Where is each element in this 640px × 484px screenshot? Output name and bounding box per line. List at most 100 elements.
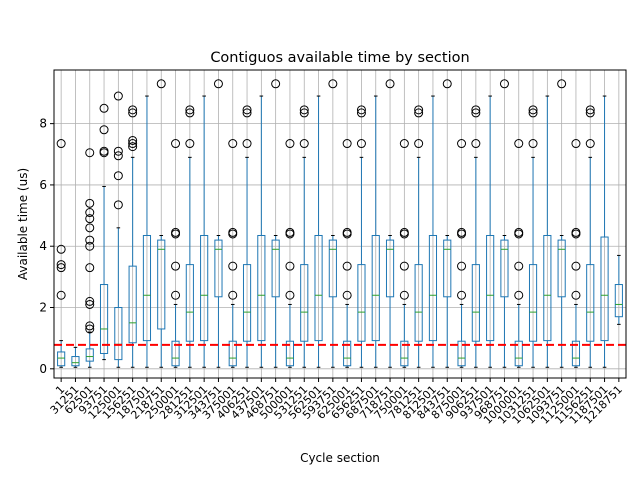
y-tick-label: 8 <box>39 117 47 131</box>
box-iqr <box>185 264 194 342</box>
outlier-point <box>356 105 366 115</box>
box-1093751 <box>557 79 567 368</box>
box-iqr <box>142 234 152 342</box>
outlier-point <box>571 139 581 149</box>
y-axis: 0 2 4 6 8 <box>39 117 54 376</box>
outlier-point <box>342 261 352 271</box>
outlier-point <box>228 139 238 149</box>
outlier-point <box>156 79 166 89</box>
outlier-point <box>457 227 467 237</box>
box-iqr <box>543 234 552 342</box>
outlier-point <box>85 208 95 218</box>
outlier-point <box>514 290 524 300</box>
box-718751 <box>385 79 395 368</box>
x-axis: 1312516250193751125001156251187501218751… <box>48 378 625 427</box>
box-437501 <box>257 95 266 368</box>
outlier-point <box>85 148 95 158</box>
outlier-point <box>399 290 409 300</box>
outlier-point <box>557 79 567 89</box>
outlier-point <box>85 214 95 224</box>
box-iqr <box>557 239 566 298</box>
outlier-point <box>342 290 352 300</box>
box-series <box>56 79 623 368</box>
box-62501 <box>85 148 95 368</box>
box-iqr <box>371 234 380 342</box>
outlier-point <box>228 290 238 300</box>
outlier-point <box>356 108 366 118</box>
box-iqr <box>57 351 66 367</box>
box-iqr <box>486 234 495 342</box>
box-1000001 <box>514 139 524 368</box>
outlier-point <box>528 105 538 115</box>
outlier-point <box>399 261 409 271</box>
box-187501 <box>142 95 152 368</box>
box-iqr <box>514 340 523 367</box>
outlier-point <box>585 139 595 149</box>
box-875001 <box>457 139 467 368</box>
box-1218751 <box>614 254 623 325</box>
box-iqr <box>257 234 266 342</box>
box-iqr <box>99 284 109 354</box>
box-iqr <box>214 239 223 298</box>
outlier-point <box>213 79 223 89</box>
box-156251 <box>128 105 138 368</box>
box-500001 <box>285 139 295 368</box>
box-343751 <box>213 79 223 368</box>
box-375001 <box>228 139 238 368</box>
outlier-point <box>285 261 295 271</box>
outlier-point <box>185 139 195 149</box>
plot-frame <box>53 69 627 379</box>
box-250001 <box>171 139 181 368</box>
outlier-point <box>171 139 181 149</box>
box-iqr <box>614 284 623 318</box>
outlier-point <box>99 103 109 113</box>
outlier-point <box>585 108 595 118</box>
outlier-point <box>271 79 281 89</box>
box-iqr <box>471 264 480 342</box>
outlier-point <box>228 227 238 237</box>
outlier-point <box>171 290 181 300</box>
box-iqr <box>71 356 80 367</box>
chart-title: Contiguos available time by section <box>210 50 469 66</box>
box-31251 <box>71 346 80 368</box>
box-iqr <box>300 264 309 342</box>
box-iqr <box>428 234 438 342</box>
outlier-point <box>56 263 66 273</box>
box-812501 <box>428 95 438 368</box>
outlier-point <box>528 108 538 118</box>
box-iqr <box>314 234 323 342</box>
outlier-point <box>414 105 424 115</box>
outlier-point <box>171 261 181 271</box>
outlier-point <box>85 299 95 309</box>
box-iqr <box>343 340 352 367</box>
outlier-point <box>242 105 252 115</box>
outlier-point <box>471 139 481 149</box>
box-968751 <box>499 79 509 368</box>
box-750001 <box>399 139 409 368</box>
y-axis-label: Available time (us) <box>16 168 30 280</box>
box-iqr <box>200 234 209 342</box>
box-406251 <box>242 105 252 368</box>
box-iqr <box>271 239 280 298</box>
box-iqr <box>385 239 395 298</box>
outlier-point <box>85 263 95 273</box>
outlier-point <box>128 108 138 118</box>
box-iqr <box>157 239 166 330</box>
box-687501 <box>371 95 380 368</box>
outlier-point <box>113 171 123 181</box>
box-iqr <box>571 340 581 367</box>
outlier-point <box>242 139 252 149</box>
box-iqr <box>242 264 252 342</box>
outlier-point <box>185 105 195 115</box>
outlier-point <box>113 200 123 210</box>
outlier-point <box>457 261 467 271</box>
y-tick-label: 6 <box>39 178 47 192</box>
box-1156251 <box>585 105 595 368</box>
box-iqr <box>357 264 366 342</box>
outlier-point <box>185 108 195 118</box>
outlier-point <box>285 290 295 300</box>
box-iqr <box>328 239 337 298</box>
outlier-point <box>56 260 66 270</box>
